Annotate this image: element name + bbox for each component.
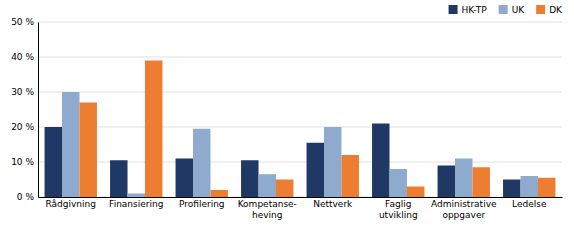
chart: Rådgivning Finansiering Profilering Kompeta… bbox=[0, 0, 574, 231]
x-tick: Kompetanse-heving bbox=[238, 197, 297, 220]
bar bbox=[145, 61, 162, 198]
y-tick: 30 % bbox=[11, 87, 38, 97]
x-tick-label-line: Administrative bbox=[431, 199, 497, 209]
x-tick: Finansiering bbox=[109, 197, 163, 209]
y-tick-label: 20 % bbox=[11, 122, 34, 132]
x-tick: Fagligutvikling bbox=[379, 197, 418, 220]
y-axis: 0 % 10 % 20 % 30 % 40 % 50 % bbox=[11, 17, 38, 202]
y-tick-label: 50 % bbox=[11, 17, 34, 27]
y-tick-label: 40 % bbox=[11, 52, 34, 62]
x-tick-label: Kompetanse-heving bbox=[238, 199, 297, 219]
legend-label: HK-TP bbox=[462, 5, 488, 15]
legend-item: UK bbox=[499, 5, 526, 15]
grid-line bbox=[38, 22, 562, 23]
y-tick-label: 30 % bbox=[11, 87, 34, 97]
x-tick-label-line: heving bbox=[252, 210, 283, 220]
y-tick-label: 10 % bbox=[11, 157, 34, 167]
grid bbox=[38, 22, 562, 197]
bar bbox=[455, 159, 472, 198]
x-tick-label-line: Rådgivning bbox=[46, 199, 96, 209]
x-tick: Ledelse bbox=[512, 197, 547, 209]
x-tick-label: Finansiering bbox=[109, 199, 163, 209]
x-tick-label-line: Faglig bbox=[385, 199, 411, 209]
bar bbox=[538, 178, 555, 197]
bar bbox=[79, 103, 96, 198]
x-tick-label-line: Finansiering bbox=[109, 199, 163, 209]
grid-line bbox=[38, 92, 562, 93]
bar bbox=[45, 127, 62, 197]
x-tick-label-line: Nettverk bbox=[313, 199, 353, 209]
legend-swatch bbox=[536, 5, 545, 14]
bar bbox=[241, 160, 258, 197]
x-axis-line bbox=[39, 197, 563, 198]
x-tick-label: Nettverk bbox=[313, 199, 353, 209]
legend-item: DK bbox=[536, 5, 563, 15]
x-tick-label-line: Profilering bbox=[179, 199, 225, 209]
y-tick: 40 % bbox=[11, 52, 38, 62]
bar bbox=[521, 176, 538, 197]
bar bbox=[472, 167, 489, 197]
bar bbox=[503, 180, 520, 198]
bar bbox=[276, 180, 293, 198]
y-tick-label: 0 % bbox=[17, 192, 35, 202]
bar bbox=[62, 92, 79, 197]
grid-line bbox=[38, 57, 562, 58]
bar bbox=[324, 127, 341, 197]
bar bbox=[307, 143, 324, 197]
x-tick-label: Administrativeoppgaver bbox=[431, 199, 497, 219]
legend: HK-TP UK DK bbox=[449, 5, 564, 15]
bar-series bbox=[45, 124, 521, 198]
bar bbox=[193, 129, 210, 197]
x-tick-label: Ledelse bbox=[512, 199, 547, 209]
bar bbox=[390, 169, 407, 197]
legend-label: UK bbox=[512, 5, 526, 15]
bar bbox=[210, 190, 227, 197]
y-tick: 50 % bbox=[11, 17, 38, 27]
bar bbox=[438, 166, 455, 198]
x-tick-label-line: oppgaver bbox=[442, 210, 485, 220]
x-tick-label-line: Ledelse bbox=[512, 199, 547, 209]
bar-series bbox=[79, 61, 555, 198]
bar bbox=[110, 160, 127, 197]
legend-swatch bbox=[499, 5, 508, 14]
x-tick: Nettverk bbox=[313, 197, 353, 209]
bar bbox=[407, 187, 424, 198]
y-tick: 10 % bbox=[11, 157, 38, 167]
grid-line bbox=[38, 127, 562, 128]
x-tick: Rådgivning bbox=[46, 197, 96, 209]
x-tick-label: Profilering bbox=[179, 199, 225, 209]
x-tick: Profilering bbox=[179, 197, 225, 209]
x-tick-label: Rådgivning bbox=[46, 199, 96, 209]
x-tick-label: Fagligutvikling bbox=[379, 199, 418, 219]
legend-item: HK-TP bbox=[449, 5, 488, 15]
legend-swatch bbox=[449, 5, 458, 14]
y-tick: 0 % bbox=[17, 192, 38, 202]
plot-area bbox=[45, 61, 556, 198]
bar bbox=[341, 155, 358, 197]
y-tick: 20 % bbox=[11, 122, 38, 132]
x-tick-label-line: utvikling bbox=[379, 210, 418, 220]
bar bbox=[128, 194, 145, 198]
bar-series bbox=[62, 92, 538, 197]
bar bbox=[372, 124, 389, 198]
x-tick: Administrativeoppgaver bbox=[431, 197, 497, 220]
y-axis-line bbox=[38, 23, 39, 198]
legend-label: DK bbox=[549, 5, 563, 15]
x-axis: Rådgivning Finansiering Profilering Kompeta… bbox=[39, 197, 563, 220]
bar bbox=[176, 159, 193, 198]
bar bbox=[259, 174, 276, 197]
x-tick-label-line: Kompetanse- bbox=[238, 199, 297, 209]
